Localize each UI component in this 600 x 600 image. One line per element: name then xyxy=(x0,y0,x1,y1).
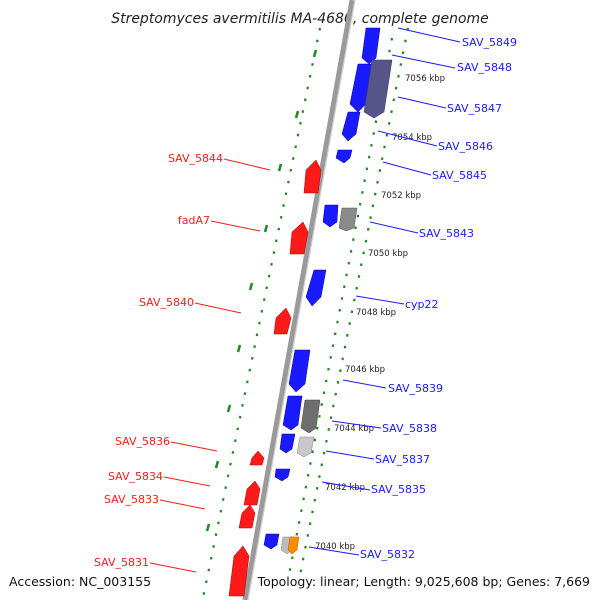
gene-SAV_5832-blue[interactable] xyxy=(263,533,280,550)
gene-SAV_5832-orange[interactable] xyxy=(287,536,300,555)
gene-SAV_5839[interactable] xyxy=(288,349,311,393)
gene-SAV_5849[interactable] xyxy=(361,27,381,65)
label-SAV_5848[interactable]: SAV_5848 xyxy=(457,61,512,74)
label-SAV_5835[interactable]: SAV_5835 xyxy=(371,483,426,496)
label-cyp22[interactable]: cyp22 xyxy=(405,298,439,311)
forward-leader-lines xyxy=(308,27,461,556)
gene-SAV_5833[interactable] xyxy=(238,504,256,529)
gene-SAV_5843-gray[interactable] xyxy=(338,207,358,232)
left-tick-track xyxy=(201,27,322,599)
genome-summary-text: Topology: linear; Length: 9,025,608 bp; … xyxy=(257,574,590,589)
label-SAV_5846[interactable]: SAV_5846 xyxy=(438,140,493,153)
reverse-leader-lines xyxy=(149,158,271,573)
kbp-label-7046: 7046 kbp xyxy=(345,365,385,375)
label-SAV_5847[interactable]: SAV_5847 xyxy=(447,102,502,115)
label-SAV_5840[interactable]: SAV_5840 xyxy=(139,296,194,309)
gene-SAV_5846[interactable] xyxy=(341,111,361,142)
label-SAV_5832[interactable]: SAV_5832 xyxy=(360,548,415,561)
gene-SAV_5838-gray[interactable] xyxy=(300,399,321,434)
genome-backbone xyxy=(242,0,355,600)
gene-SAV_5836[interactable] xyxy=(249,450,265,466)
label-SAV_5836[interactable]: SAV_5836 xyxy=(115,435,170,448)
kbp-label-7052: 7052 kbp xyxy=(381,191,421,201)
label-SAV_5845[interactable]: SAV_5845 xyxy=(432,169,487,182)
kbp-label-7050: 7050 kbp xyxy=(368,249,408,259)
label-SAV_5849[interactable]: SAV_5849 xyxy=(462,36,517,49)
gene-SAV_5837-gray[interactable] xyxy=(296,436,315,458)
map-title: Streptomyces avermitilis MA-4680, comple… xyxy=(111,11,489,27)
gene-fadA7[interactable] xyxy=(289,221,309,255)
kbp-label-7056: 7056 kbp xyxy=(405,74,445,84)
label-SAV_5833[interactable]: SAV_5833 xyxy=(104,493,159,506)
kbp-label-7054: 7054 kbp xyxy=(392,133,432,143)
left-major-ticks xyxy=(205,49,318,532)
gene-SAV_5838-blue[interactable] xyxy=(282,395,303,431)
gene-SAV_5840[interactable] xyxy=(273,307,292,335)
label-SAV_5837[interactable]: SAV_5837 xyxy=(375,453,430,466)
gene-SAV_5835[interactable] xyxy=(274,468,291,482)
label-SAV_5843[interactable]: SAV_5843 xyxy=(419,227,474,240)
gene-SAV_5837-blue[interactable] xyxy=(279,433,296,454)
kbp-label-7044: 7044 kbp xyxy=(334,424,374,434)
kbp-label-7048: 7048 kbp xyxy=(356,308,396,318)
gene-cyp22[interactable] xyxy=(305,269,327,307)
label-fadA7[interactable]: fadA7 xyxy=(178,214,210,227)
gene-SAV_5845[interactable] xyxy=(335,149,353,164)
accession-text: Accession: NC_003155 xyxy=(9,574,151,589)
gene-SAV_5843-blue[interactable] xyxy=(322,204,339,228)
gene-SAV_5844[interactable] xyxy=(303,159,322,194)
gene-SAV_5834[interactable] xyxy=(243,480,261,506)
gene-SAV_5847[interactable] xyxy=(363,59,393,119)
gene-SAV_5831[interactable] xyxy=(228,545,250,597)
label-SAV_5834[interactable]: SAV_5834 xyxy=(108,470,163,483)
label-SAV_5844[interactable]: SAV_5844 xyxy=(168,152,223,165)
label-SAV_5838[interactable]: SAV_5838 xyxy=(382,422,437,435)
label-SAV_5839[interactable]: SAV_5839 xyxy=(388,382,443,395)
kbp-label-7042: 7042 kbp xyxy=(325,483,365,493)
label-SAV_5831[interactable]: SAV_5831 xyxy=(94,556,149,569)
genome-backbone-inner xyxy=(247,0,356,600)
kbp-label-7040: 7040 kbp xyxy=(315,542,355,552)
